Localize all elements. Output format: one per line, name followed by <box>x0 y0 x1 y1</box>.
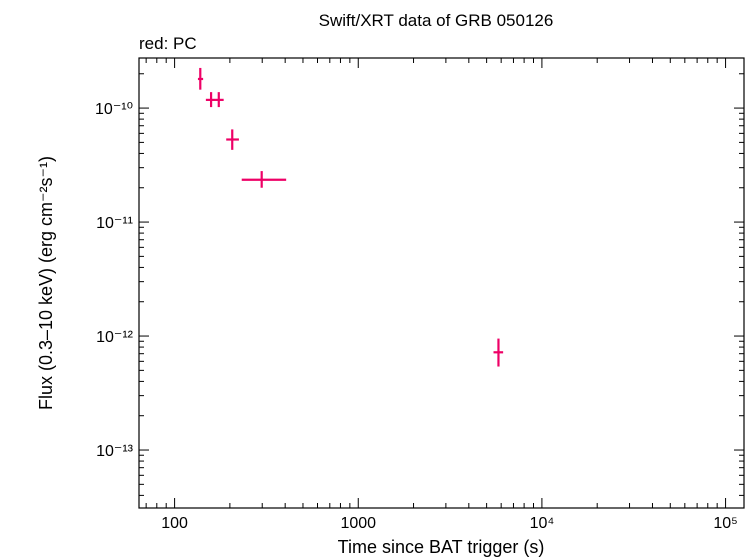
chart-title: Swift/XRT data of GRB 050126 <box>319 11 554 30</box>
x-tick-label: 10⁵ <box>713 515 737 532</box>
data-point <box>241 171 287 188</box>
plot-frame <box>138 57 745 509</box>
chart-subtitle: red: PC <box>139 34 197 53</box>
x-tick-label: 1000 <box>340 515 376 532</box>
data-point <box>493 338 504 367</box>
data-points <box>197 67 504 367</box>
data-point <box>197 67 204 90</box>
data-point <box>226 129 239 150</box>
data-point <box>215 92 224 108</box>
y-tick-label: 10⁻¹³ <box>96 443 134 460</box>
x-axis-label: Time since BAT trigger (s) <box>338 537 545 557</box>
y-tick-label: 10⁻¹² <box>96 329 134 346</box>
axis-tick-labels: 100 1000 10⁴ 10⁵ 10⁻¹⁰ 10⁻¹¹ 10⁻¹² 10⁻¹³ <box>95 101 738 532</box>
y-tick-label: 10⁻¹¹ <box>96 215 133 232</box>
x-tick-label: 10⁴ <box>530 515 555 532</box>
axis-ticks <box>139 58 744 508</box>
data-point <box>205 92 216 108</box>
y-axis-label: Flux (0.3–10 keV) (erg cm⁻²s⁻¹) <box>36 156 56 410</box>
x-tick-label: 100 <box>161 515 188 532</box>
y-tick-label: 10⁻¹⁰ <box>95 101 133 118</box>
